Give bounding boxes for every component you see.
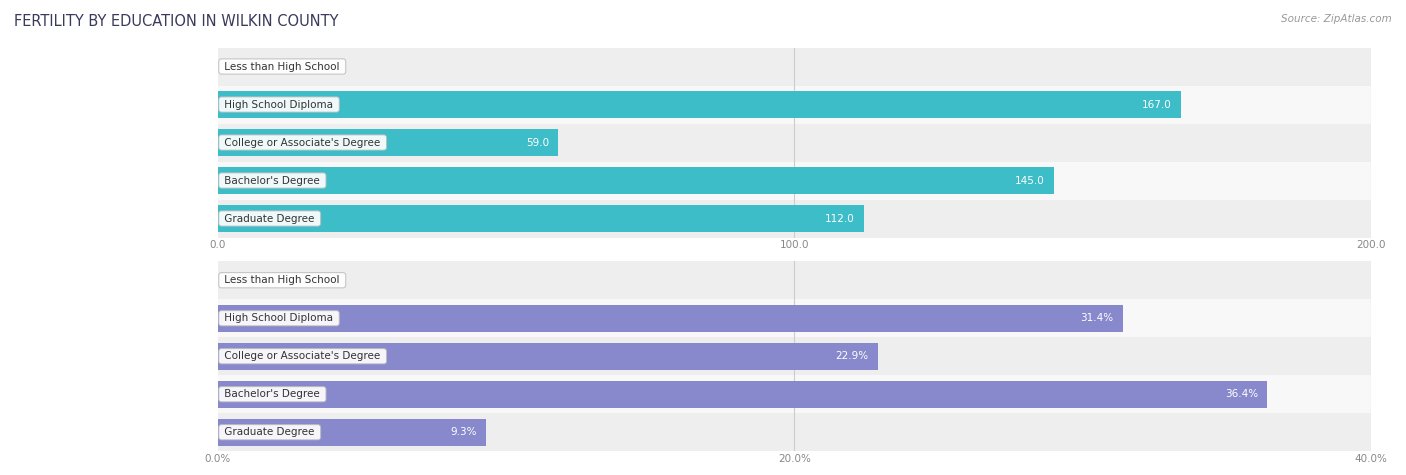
Text: Less than High School: Less than High School	[221, 61, 343, 72]
Text: FERTILITY BY EDUCATION IN WILKIN COUNTY: FERTILITY BY EDUCATION IN WILKIN COUNTY	[14, 14, 339, 29]
Text: 59.0: 59.0	[526, 137, 548, 148]
Text: Bachelor's Degree: Bachelor's Degree	[221, 175, 323, 186]
Text: Graduate Degree: Graduate Degree	[221, 213, 318, 224]
Bar	[218, 167, 1054, 194]
Text: College or Associate's Degree: College or Associate's Degree	[221, 351, 384, 361]
Text: Graduate Degree: Graduate Degree	[221, 427, 318, 437]
Bar	[218, 380, 1267, 408]
Bar	[218, 304, 1123, 332]
Text: Less than High School: Less than High School	[221, 275, 343, 285]
Text: 31.4%: 31.4%	[1081, 313, 1114, 323]
Bar	[218, 337, 1371, 375]
Bar	[218, 261, 1371, 299]
Text: 112.0: 112.0	[824, 213, 855, 224]
Bar	[218, 418, 486, 446]
Text: 22.9%: 22.9%	[835, 351, 869, 361]
Bar	[218, 375, 1371, 413]
Bar	[218, 129, 558, 156]
Bar	[218, 124, 1371, 162]
Text: Bachelor's Degree: Bachelor's Degree	[221, 389, 323, 399]
Text: College or Associate's Degree: College or Associate's Degree	[221, 137, 384, 148]
Bar	[218, 299, 1371, 337]
Text: High School Diploma: High School Diploma	[221, 313, 336, 323]
Text: 167.0: 167.0	[1142, 99, 1171, 110]
Text: High School Diploma: High School Diploma	[221, 99, 336, 110]
Bar	[218, 200, 1371, 238]
Bar	[218, 205, 863, 232]
Text: 145.0: 145.0	[1015, 175, 1045, 186]
Bar	[218, 413, 1371, 451]
Bar	[218, 342, 877, 370]
Text: 0.0%: 0.0%	[228, 275, 253, 285]
Bar	[218, 86, 1371, 124]
Text: 36.4%: 36.4%	[1225, 389, 1258, 399]
Bar	[218, 162, 1371, 199]
Text: Source: ZipAtlas.com: Source: ZipAtlas.com	[1281, 14, 1392, 24]
Text: 0.0: 0.0	[228, 61, 243, 72]
Bar	[218, 91, 1181, 118]
Text: 9.3%: 9.3%	[450, 427, 477, 437]
Bar	[218, 48, 1371, 86]
